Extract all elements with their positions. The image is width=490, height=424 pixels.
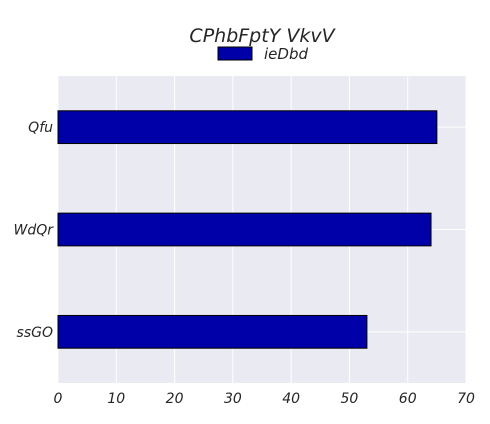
bar-WdQr	[57, 212, 432, 247]
x-tick-label: 70	[457, 391, 475, 407]
x-tick-label: 20	[166, 391, 184, 407]
x-tick-labels: 0 10 20 30 40 50 60 70	[54, 391, 475, 407]
x-tick-label: 40	[282, 391, 300, 407]
y-tick-label: WdQr	[13, 223, 54, 239]
chart-title: CPhbFptY VkvV	[189, 25, 336, 47]
x-tick-label: 60	[399, 391, 417, 407]
y-tick-label: ssGO	[17, 325, 53, 341]
legend: ieDbd	[217, 45, 308, 63]
y-tick-label: Qfu	[28, 120, 53, 136]
x-tick-label: 0	[54, 391, 63, 407]
bar-Qfu	[57, 110, 438, 145]
legend-swatch	[217, 46, 253, 61]
y-tick-labels: Qfu WdQr ssGO	[13, 120, 54, 341]
x-tick-label: 50	[341, 391, 359, 407]
legend-label: ieDbd	[264, 45, 308, 63]
bar-ssGO	[57, 314, 368, 349]
bars	[57, 110, 438, 349]
x-tick-label: 30	[224, 391, 242, 407]
x-tick-label: 10	[107, 391, 125, 407]
